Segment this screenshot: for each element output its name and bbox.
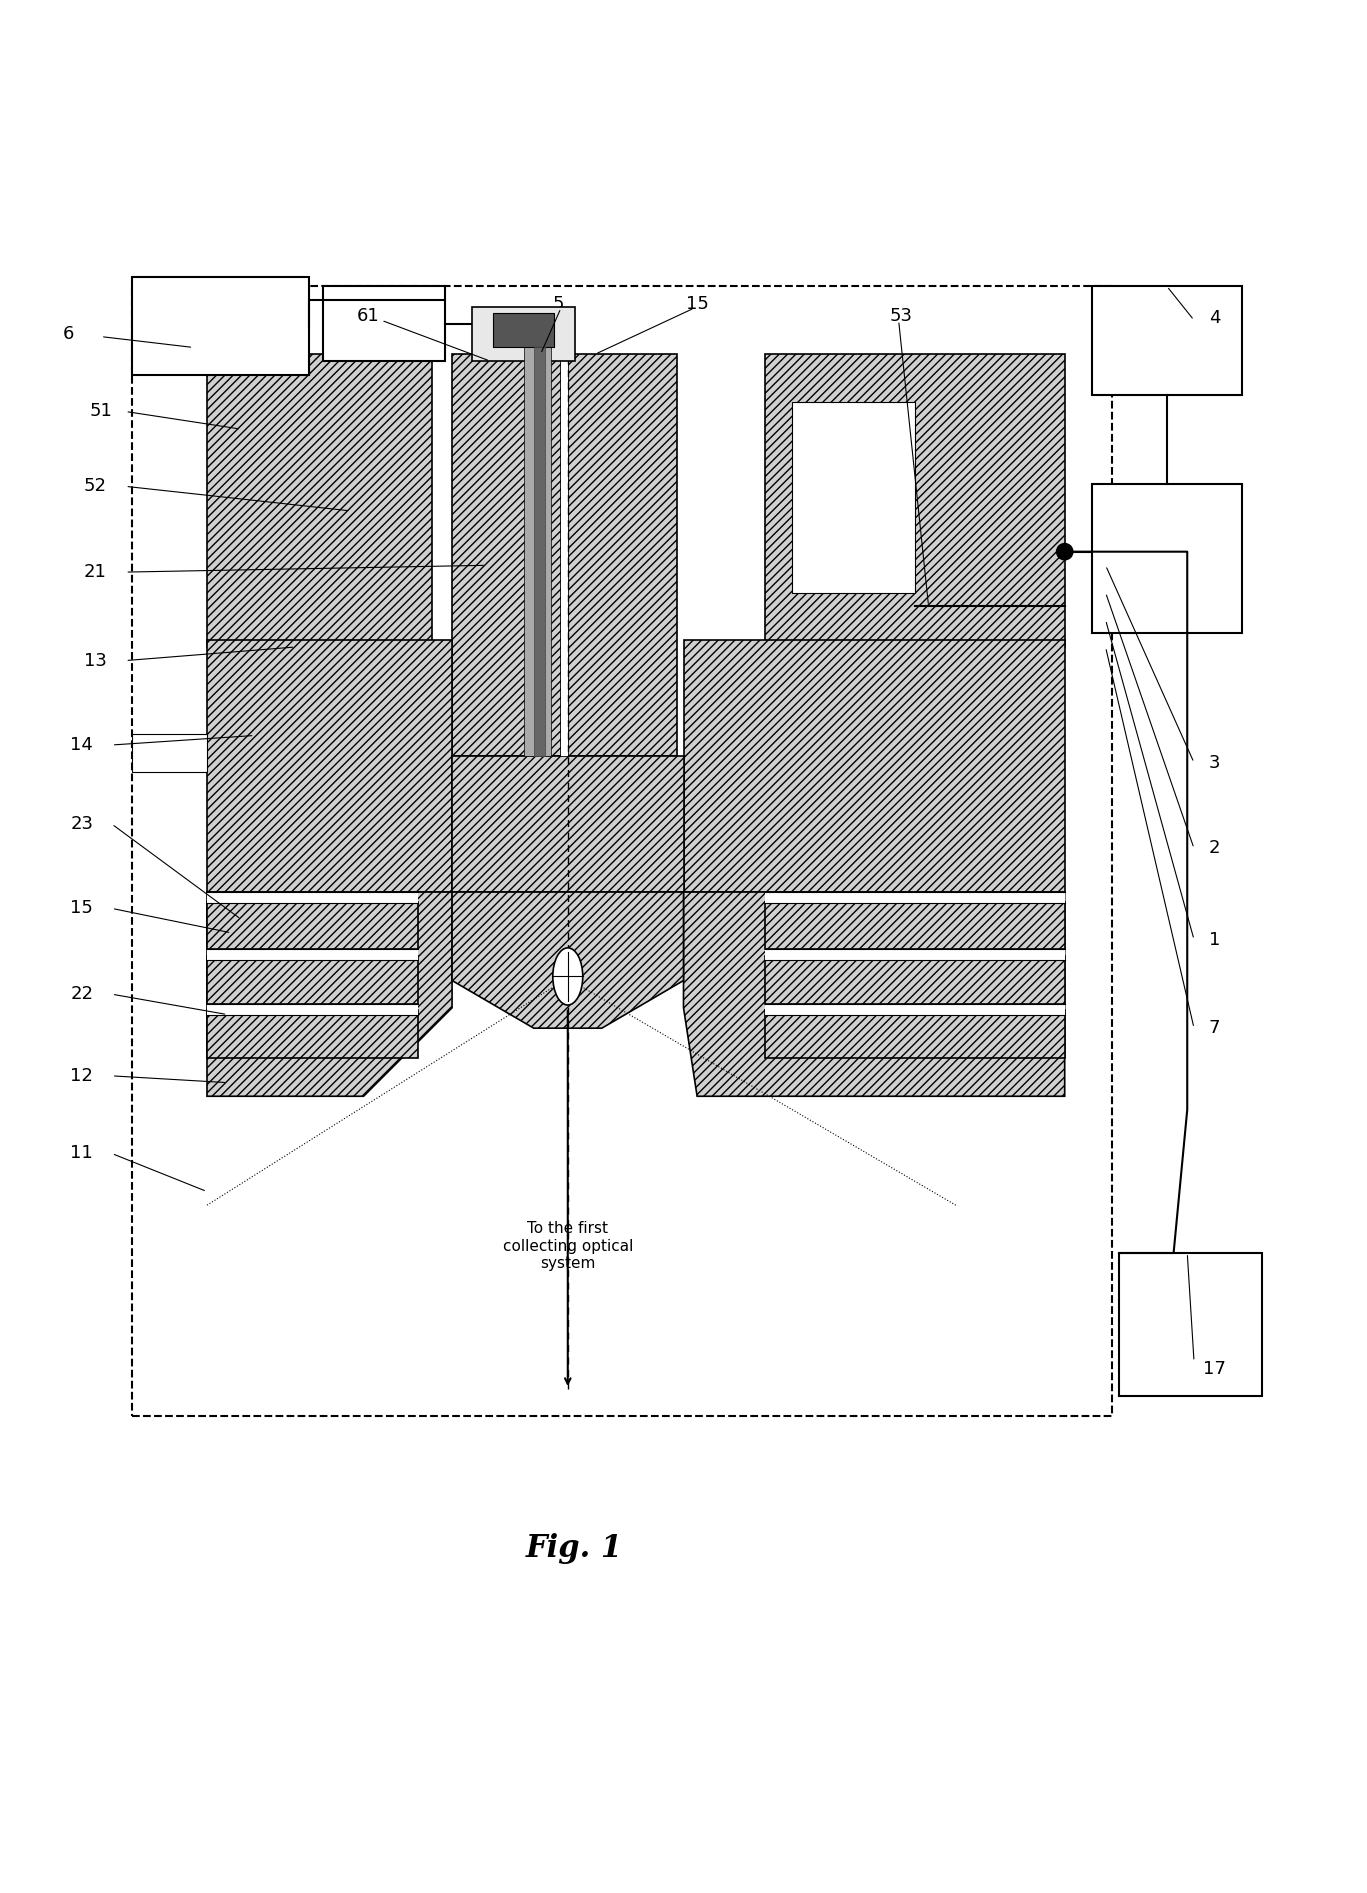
Bar: [206, 901, 418, 948]
Bar: [206, 892, 418, 903]
Bar: [323, 286, 446, 362]
Text: 21: 21: [83, 562, 107, 581]
Text: Fig. 1: Fig. 1: [526, 1533, 623, 1564]
Text: 51: 51: [89, 403, 112, 420]
Bar: [766, 354, 1065, 647]
Text: 3: 3: [1208, 753, 1221, 772]
Text: 11: 11: [70, 1145, 93, 1162]
Text: 12: 12: [70, 1068, 93, 1085]
Text: 17: 17: [1203, 1359, 1226, 1378]
Bar: [206, 956, 418, 1003]
Text: 5: 5: [552, 295, 565, 312]
Bar: [766, 901, 1065, 948]
Text: 61: 61: [357, 307, 379, 326]
Polygon shape: [206, 892, 452, 1096]
Text: 4: 4: [1208, 309, 1221, 326]
Bar: [766, 892, 1065, 903]
Bar: [452, 755, 684, 892]
Text: 1: 1: [1208, 931, 1221, 948]
Bar: [1092, 286, 1241, 396]
Bar: [567, 354, 677, 755]
Bar: [452, 354, 560, 755]
Text: 15: 15: [70, 899, 93, 918]
Text: 2: 2: [1208, 839, 1221, 858]
Bar: [793, 401, 915, 593]
Ellipse shape: [552, 948, 582, 1005]
Bar: [133, 734, 206, 772]
Text: 23: 23: [70, 816, 93, 833]
Text: 52: 52: [83, 477, 107, 496]
Polygon shape: [684, 892, 1065, 1096]
Bar: [684, 640, 1065, 892]
Text: 53: 53: [890, 307, 913, 326]
Bar: [206, 354, 432, 647]
Text: 6: 6: [63, 326, 74, 343]
Bar: [133, 286, 1113, 1416]
Bar: [766, 1011, 1065, 1058]
Bar: [766, 956, 1065, 1003]
Bar: [793, 401, 915, 593]
Bar: [133, 276, 309, 375]
Bar: [206, 948, 418, 960]
Bar: [493, 314, 554, 348]
Bar: [206, 1011, 418, 1058]
Polygon shape: [452, 892, 684, 1028]
Bar: [533, 348, 544, 755]
Bar: [560, 354, 567, 755]
Text: 7: 7: [1208, 1018, 1221, 1037]
Text: 14: 14: [70, 736, 93, 753]
Bar: [1092, 483, 1241, 634]
Bar: [1120, 1253, 1262, 1395]
Bar: [766, 1003, 1065, 1015]
Bar: [524, 348, 551, 755]
Bar: [473, 307, 574, 362]
Bar: [206, 1003, 418, 1015]
Circle shape: [1057, 543, 1073, 560]
Bar: [766, 948, 1065, 960]
Bar: [206, 640, 452, 892]
Text: 13: 13: [83, 651, 107, 670]
Text: 15: 15: [686, 295, 708, 312]
Text: To the first
collecting optical
system: To the first collecting optical system: [503, 1221, 633, 1270]
Text: 22: 22: [70, 984, 93, 1003]
